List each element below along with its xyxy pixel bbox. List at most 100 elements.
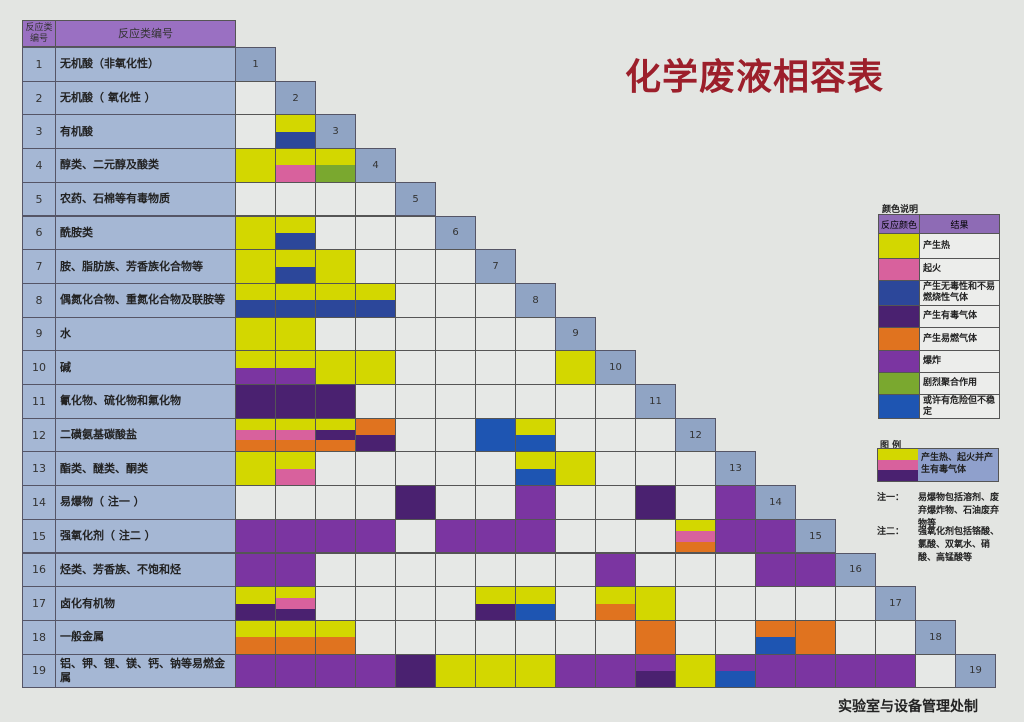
- matrix-cell: [235, 417, 276, 453]
- footer-issuer: 实验室与设备管理处制: [838, 699, 978, 715]
- reaction-color-band: [276, 232, 315, 250]
- reaction-color-band: [516, 654, 555, 688]
- matrix-cell: [835, 619, 876, 655]
- reaction-color-band: [316, 620, 355, 638]
- matrix-cell: [475, 518, 516, 554]
- legend-item: 产生有毒气体: [878, 305, 1000, 328]
- reaction-color-band: [276, 351, 315, 368]
- reaction-color-band: [236, 317, 275, 351]
- matrix-cell: [355, 249, 396, 284]
- row-number: 2: [22, 80, 56, 116]
- matrix-cell: [395, 619, 436, 655]
- reaction-color-band: [356, 654, 395, 688]
- matrix-cell: [355, 485, 396, 520]
- reaction-color-band: [796, 654, 835, 688]
- matrix-cell: [475, 619, 516, 655]
- row-number: 12: [22, 417, 56, 453]
- matrix-cell: [475, 653, 516, 689]
- reaction-color-band: [476, 587, 515, 604]
- matrix-cell: [475, 552, 516, 588]
- reaction-color-band: [556, 654, 595, 688]
- matrix-cell: [555, 451, 596, 487]
- matrix-cell: [315, 215, 356, 251]
- reaction-color-band: [276, 468, 315, 486]
- row-category-name: 烃类、芳香族、不饱和烃: [55, 552, 236, 588]
- row-category-name: 碱: [55, 350, 236, 385]
- matrix-cell: [235, 552, 276, 588]
- row-category-name: 无机酸（ 氧化性 ）: [55, 80, 236, 116]
- reaction-color-band: [276, 620, 315, 638]
- reaction-color-band: [756, 637, 795, 654]
- matrix-cell: [755, 619, 796, 655]
- matrix-cell: [515, 451, 556, 487]
- reaction-color-band: [516, 519, 555, 553]
- reaction-color-band: [276, 165, 315, 182]
- matrix-cell: [315, 316, 356, 352]
- reaction-color-band: [236, 351, 275, 368]
- reaction-color-band: [276, 283, 315, 301]
- reaction-color-band: [276, 637, 315, 654]
- legend-swatch: [879, 351, 920, 372]
- matrix-cell: [355, 316, 396, 352]
- legend-title: 颜色说明: [882, 205, 919, 215]
- matrix-cell: [435, 316, 476, 352]
- matrix-cell: [795, 619, 836, 655]
- matrix-cell: [435, 586, 476, 621]
- reaction-color-band: [556, 452, 595, 486]
- example-color-band: [878, 459, 918, 471]
- reaction-color-band: [516, 468, 555, 486]
- reaction-color-band: [236, 300, 275, 317]
- reaction-color-band: [556, 351, 595, 384]
- reaction-color-band: [516, 452, 555, 469]
- reaction-color-band: [276, 598, 315, 609]
- matrix-cell: [435, 451, 476, 487]
- note-1-text: 易爆物包括溶剂、废弃爆炸物、石油废弃物等: [918, 493, 1000, 529]
- matrix-cell: [635, 485, 676, 520]
- reaction-color-band: [236, 637, 275, 654]
- matrix-cell: [235, 80, 276, 116]
- matrix-cell: [315, 417, 356, 453]
- legend-item: 产生易燃气体: [878, 327, 1000, 351]
- reaction-color-band: [236, 519, 275, 553]
- reaction-color-band: [316, 418, 355, 430]
- reaction-color-band: [716, 654, 755, 671]
- row-category-name: 无机酸（非氧化性）: [55, 47, 236, 82]
- legend-swatch: [879, 373, 920, 394]
- matrix-cell: [355, 181, 396, 217]
- reaction-color-band: [236, 283, 275, 301]
- reaction-color-band: [756, 620, 795, 638]
- row-category-name: 铝、钾、锂、镁、钙、钠等易燃金属: [55, 653, 236, 689]
- row-number: 16: [22, 552, 56, 588]
- row-number: 5: [22, 181, 56, 217]
- legend-label: 起火: [923, 264, 942, 274]
- diagonal-number: 7: [475, 249, 516, 284]
- matrix-cell: [275, 249, 316, 284]
- header-name: 反应类编号: [55, 20, 236, 47]
- reaction-color-band: [476, 519, 515, 553]
- matrix-cell: [315, 485, 356, 520]
- row-number: 10: [22, 350, 56, 385]
- row-number: 14: [22, 485, 56, 520]
- reaction-color-band: [236, 250, 275, 283]
- reaction-color-band: [276, 115, 315, 132]
- reaction-color-band: [636, 587, 675, 620]
- matrix-cell: [275, 451, 316, 487]
- note-2-label: 注二：: [877, 527, 905, 537]
- matrix-cell: [555, 653, 596, 689]
- reaction-color-band: [276, 553, 315, 587]
- reaction-color-band: [316, 165, 355, 182]
- diagonal-number: 6: [435, 215, 476, 251]
- reaction-color-band: [436, 654, 475, 688]
- legend-item: 爆炸: [878, 350, 1000, 373]
- row-category-name: 偶氮化合物、重氮化合物及联胺等: [55, 282, 236, 318]
- legend-label: 产生热: [923, 240, 951, 251]
- matrix-cell: [515, 653, 556, 689]
- reaction-color-band: [596, 553, 635, 587]
- matrix-cell: [475, 282, 516, 318]
- matrix-cell: [275, 114, 316, 150]
- matrix-cell: [875, 653, 916, 689]
- matrix-cell: [755, 518, 796, 554]
- reaction-color-band: [236, 429, 275, 441]
- row-category-name: 强氧化剂（ 注二 ）: [55, 518, 236, 554]
- diagonal-number: 12: [675, 417, 716, 453]
